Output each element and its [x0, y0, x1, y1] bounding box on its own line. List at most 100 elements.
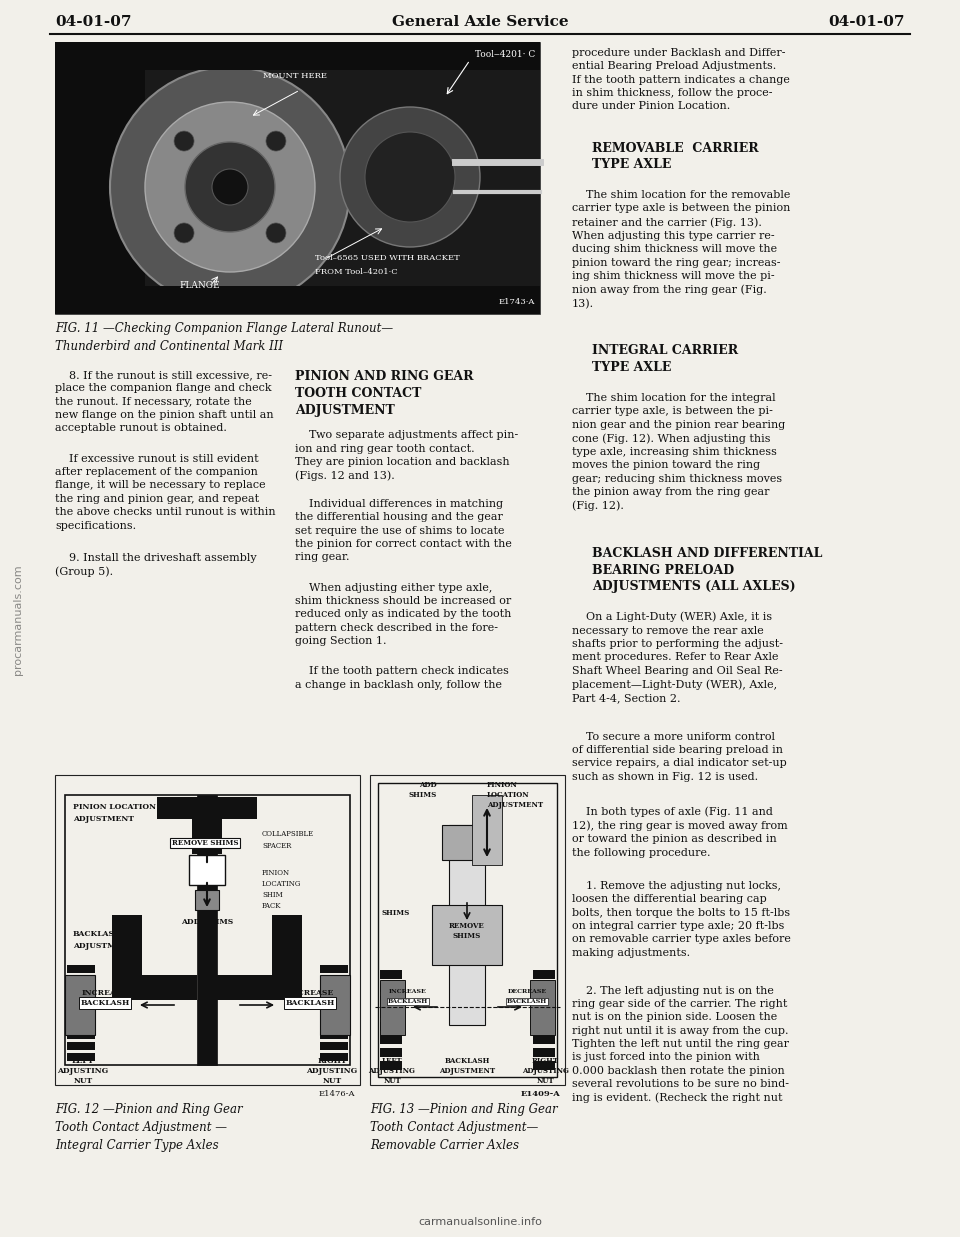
Text: If the tooth pattern check indicates
a change in backlash only, follow the: If the tooth pattern check indicates a c…	[295, 667, 509, 690]
Text: DECREASE: DECREASE	[508, 990, 546, 995]
Bar	[217, 975, 302, 999]
Text: 8. If the runout is still excessive, re-
place the companion flange and check
th: 8. If the runout is still excessive, re-…	[55, 370, 274, 433]
Text: COLLAPSIBLE: COLLAPSIBLE	[262, 830, 314, 837]
Bar	[55, 42, 540, 71]
Text: When adjusting either type axle,
shim thickness should be increased or
reduced o: When adjusting either type axle, shim th…	[295, 583, 512, 646]
Text: ADJUSTMENT: ADJUSTMENT	[487, 802, 543, 809]
Bar	[55, 42, 145, 314]
Text: ADD: ADD	[420, 781, 437, 789]
Text: E1476-A: E1476-A	[319, 1090, 355, 1098]
Text: INCREASE: INCREASE	[82, 990, 128, 997]
Text: E1409-A: E1409-A	[520, 1090, 560, 1098]
Text: SHIMS: SHIMS	[382, 909, 410, 917]
Text: 04-01-07: 04-01-07	[828, 15, 905, 28]
Text: BACKLASH: BACKLASH	[507, 999, 547, 1004]
Text: Tool‒4201· C: Tool‒4201· C	[475, 49, 535, 59]
Text: PINION LOCATION: PINION LOCATION	[73, 803, 156, 811]
Text: The shim location for the integral
carrier type axle, is between the pi-
nion ge: The shim location for the integral carri…	[572, 393, 785, 511]
Text: PINION: PINION	[487, 781, 517, 789]
Bar	[65, 975, 95, 1035]
Text: Tool–6565 USED WITH BRACKET: Tool–6565 USED WITH BRACKET	[315, 254, 460, 262]
Text: NUT: NUT	[323, 1077, 342, 1085]
Text: LEFT: LEFT	[72, 1056, 94, 1065]
Bar	[189, 855, 225, 884]
Text: ADJUSTING: ADJUSTING	[58, 1068, 108, 1075]
Text: FIG. 11 —Checking Companion Flange Lateral Runout—
Thunderbird and Continental M: FIG. 11 —Checking Companion Flange Later…	[55, 322, 394, 353]
Bar	[65, 795, 350, 1065]
Text: REMOVE SHIMS: REMOVE SHIMS	[172, 839, 238, 847]
Circle shape	[174, 131, 194, 151]
Text: FIG. 13 —Pinion and Ring Gear
Tooth Contact Adjustment—
Removable Carrier Axles: FIG. 13 —Pinion and Ring Gear Tooth Cont…	[370, 1103, 558, 1152]
Text: DECREASE: DECREASE	[286, 990, 334, 997]
Bar	[320, 976, 348, 983]
Bar	[55, 42, 540, 314]
Text: 04-01-07: 04-01-07	[55, 15, 132, 28]
Bar	[320, 1021, 348, 1028]
Circle shape	[266, 131, 286, 151]
Text: BACKLASH AND DIFFERENTIAL
BEARING PRELOAD
ADJUSTMENTS (ALL AXLES): BACKLASH AND DIFFERENTIAL BEARING PRELOA…	[592, 547, 823, 593]
Bar	[197, 795, 217, 1065]
Bar	[320, 1042, 348, 1050]
Text: ADD SHIMS: ADD SHIMS	[180, 918, 233, 927]
Bar	[67, 965, 95, 974]
Bar	[67, 998, 95, 1006]
Bar	[380, 1035, 402, 1044]
Text: In both types of axle (Fig. 11 and
12), the ring gear is moved away from
or towa: In both types of axle (Fig. 11 and 12), …	[572, 807, 788, 857]
Text: procedure under Backlash and Differ-
ential Bearing Preload Adjustments.
If the : procedure under Backlash and Differ- ent…	[572, 48, 790, 111]
Text: FROM Tool–4201·C: FROM Tool–4201·C	[315, 268, 397, 276]
Text: SPACER: SPACER	[262, 842, 292, 850]
Text: ADJUSTING: ADJUSTING	[369, 1068, 416, 1075]
Bar	[272, 915, 302, 995]
Text: PACK: PACK	[262, 902, 281, 910]
Text: If excessive runout is still evident
after replacement of the companion
flange, : If excessive runout is still evident aft…	[55, 454, 276, 531]
Text: General Axle Service: General Axle Service	[392, 15, 568, 28]
Bar	[533, 1048, 555, 1056]
Bar	[192, 819, 222, 854]
Bar	[67, 1021, 95, 1028]
Text: REMOVABLE  CARRIER
TYPE AXLE: REMOVABLE CARRIER TYPE AXLE	[592, 142, 758, 171]
Circle shape	[145, 101, 315, 272]
Bar	[449, 825, 485, 1025]
Bar	[112, 975, 197, 999]
Bar	[55, 286, 540, 314]
Text: 9. Install the driveshaft assembly
(Group 5).: 9. Install the driveshaft assembly (Grou…	[55, 553, 256, 576]
Bar	[533, 1035, 555, 1044]
Text: SHIMS: SHIMS	[409, 790, 437, 799]
Text: NUT: NUT	[383, 1077, 401, 1085]
Bar	[380, 996, 402, 1004]
Text: SHIMS: SHIMS	[453, 931, 481, 940]
Bar	[380, 983, 402, 992]
Bar	[442, 825, 492, 860]
Circle shape	[185, 142, 275, 233]
Text: procarmanuals.com: procarmanuals.com	[13, 564, 23, 675]
Bar	[67, 1009, 95, 1017]
Circle shape	[340, 106, 480, 247]
Text: RIGHT: RIGHT	[317, 1056, 347, 1065]
Text: PINION AND RING GEAR
TOOTH CONTACT
ADJUSTMENT: PINION AND RING GEAR TOOTH CONTACT ADJUS…	[295, 370, 473, 417]
Text: INCREASE: INCREASE	[389, 990, 427, 995]
Text: NUT: NUT	[537, 1077, 554, 1085]
Bar	[55, 776, 360, 1085]
Bar	[380, 1009, 402, 1018]
Text: BACKLASH: BACKLASH	[285, 999, 335, 1007]
Bar	[112, 915, 142, 995]
Bar	[320, 1009, 348, 1017]
Bar	[67, 1030, 95, 1039]
Text: Two separate adjustments affect pin-
ion and ring gear tooth contact.
They are p: Two separate adjustments affect pin- ion…	[295, 430, 518, 481]
Text: ADJUSTMENT: ADJUSTMENT	[73, 943, 134, 950]
Bar	[472, 795, 502, 865]
Bar	[370, 776, 565, 1085]
Bar	[320, 1030, 348, 1039]
Text: The shim location for the removable
carrier type axle is between the pinion
reta: The shim location for the removable carr…	[572, 190, 790, 309]
Text: ADJUSTMENT: ADJUSTMENT	[439, 1068, 495, 1075]
Text: PINION: PINION	[262, 870, 290, 877]
Bar	[320, 998, 348, 1006]
Text: RIGHT: RIGHT	[532, 1056, 559, 1065]
Bar	[67, 976, 95, 983]
Bar	[380, 1048, 402, 1056]
Text: BACKLASH: BACKLASH	[388, 999, 428, 1004]
Text: LEFT: LEFT	[382, 1056, 402, 1065]
Circle shape	[110, 67, 350, 307]
Circle shape	[266, 223, 286, 242]
Text: BACKLASH: BACKLASH	[81, 999, 130, 1007]
